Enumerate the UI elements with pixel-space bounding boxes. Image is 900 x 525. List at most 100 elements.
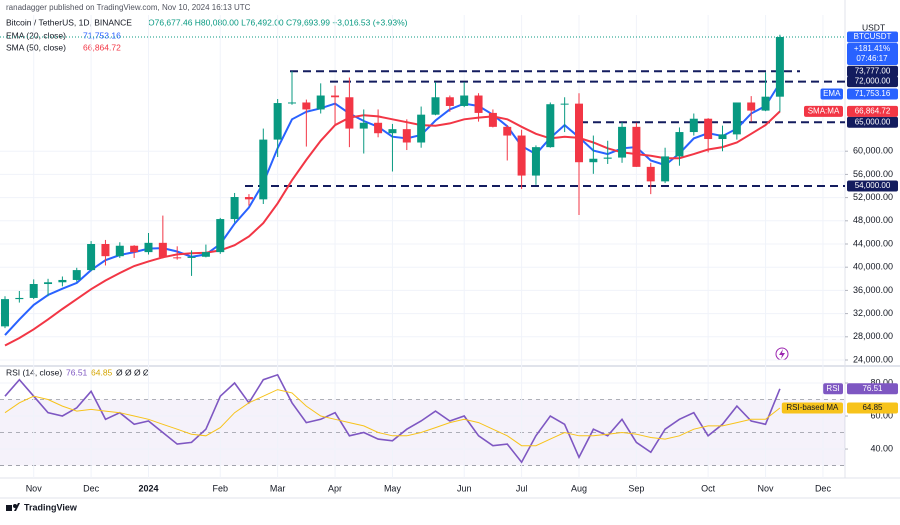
logo-part bbox=[6, 505, 12, 511]
candle-body bbox=[417, 114, 426, 143]
candle-body bbox=[316, 95, 325, 110]
y-tick-label: 28,000.00 bbox=[853, 331, 893, 341]
level-label-box bbox=[847, 180, 898, 192]
x-tick-label: Sep bbox=[628, 483, 644, 493]
candle-body bbox=[402, 129, 411, 143]
last-price-info-box bbox=[847, 42, 898, 65]
candle-body bbox=[158, 242, 167, 258]
candle-body bbox=[230, 197, 239, 220]
candle-body bbox=[704, 118, 713, 140]
candle-body bbox=[488, 112, 497, 127]
candle-body bbox=[603, 157, 612, 159]
rsi-value: 64.85 bbox=[862, 403, 883, 412]
candle-body bbox=[675, 132, 684, 157]
candle-body bbox=[531, 147, 540, 176]
level-label: 54,000.00 bbox=[855, 181, 891, 190]
last-price-change: +181.41% bbox=[854, 44, 890, 53]
indicator-value-box bbox=[847, 88, 898, 100]
candle-body bbox=[273, 103, 282, 140]
rsi-ma-legend-value: 64.85 bbox=[91, 367, 113, 377]
published: ranadagger published on TradingView.com,… bbox=[6, 3, 251, 12]
candle-body bbox=[632, 126, 641, 167]
level-label-box bbox=[847, 76, 898, 88]
candle-body bbox=[388, 129, 397, 134]
rsi-badge-box bbox=[781, 402, 843, 414]
indicator-badge-box bbox=[804, 105, 843, 117]
x-tick-label: Jul bbox=[516, 483, 528, 493]
rsi-value-box bbox=[847, 383, 898, 395]
candle-body bbox=[144, 242, 153, 253]
candle-body bbox=[359, 122, 368, 129]
candle-body bbox=[661, 156, 670, 182]
candle-body bbox=[331, 95, 340, 98]
rsi-line bbox=[4, 373, 781, 464]
candle-body bbox=[1, 299, 9, 327]
symbol: Bitcoin / TetherUS, 1D, BINANCE bbox=[6, 17, 132, 27]
rsi-legend-value: 76.51 bbox=[66, 367, 88, 377]
logo-part bbox=[14, 503, 20, 511]
indicator-badge: SMA:MA bbox=[808, 106, 840, 115]
candle-body bbox=[44, 282, 53, 285]
indicator-value: 71,753.16 bbox=[855, 89, 891, 98]
level-label: 73,777.00 bbox=[855, 66, 891, 75]
x-tick-label: Aug bbox=[571, 483, 587, 493]
candle-body bbox=[29, 284, 38, 298]
candle-body bbox=[503, 126, 512, 136]
y-tick-label: 36,000.00 bbox=[853, 285, 893, 295]
candle-body bbox=[589, 158, 598, 163]
last-price-countdown: 07:46:17 bbox=[856, 54, 888, 63]
rsi-value-box bbox=[847, 402, 898, 414]
x-tick-label: Nov bbox=[26, 483, 43, 493]
y-tick-label: 44,000.00 bbox=[853, 238, 893, 248]
x-tick-label: Nov bbox=[758, 483, 775, 493]
candle-body bbox=[374, 122, 383, 134]
candle-body bbox=[58, 279, 67, 283]
x-tick-label: Feb bbox=[212, 483, 228, 493]
x-tick-label: Apr bbox=[328, 483, 342, 493]
rsi-badge: RSI bbox=[826, 384, 839, 393]
rsi-line bbox=[4, 389, 781, 447]
ema-legend-value: 71,753.16 bbox=[83, 30, 121, 40]
y-tick-label: 52,000.00 bbox=[853, 192, 893, 202]
candle-body bbox=[575, 103, 583, 163]
x-tick-label: Oct bbox=[701, 483, 716, 493]
candle-body bbox=[718, 134, 727, 140]
alert-bolt bbox=[779, 349, 785, 359]
sma-legend: SMA (50, close) bbox=[6, 42, 66, 52]
last-price-name: BTCUSDT bbox=[854, 32, 892, 41]
rsi-badge: RSI-based MA bbox=[786, 403, 839, 412]
level-label-box bbox=[847, 116, 898, 128]
candle-body bbox=[288, 102, 296, 104]
candle-body bbox=[517, 135, 526, 176]
rsi-badge-box bbox=[823, 383, 843, 395]
level-label: 65,000.00 bbox=[855, 117, 891, 126]
candle-body bbox=[689, 118, 698, 133]
candle-body bbox=[775, 36, 784, 97]
rsi-extra: Ø Ø Ø Ø bbox=[116, 367, 150, 377]
candle-body bbox=[474, 95, 483, 113]
ema-legend: EMA (20, close) bbox=[6, 30, 66, 40]
candle-body bbox=[216, 219, 225, 253]
y-tick-label: 60.00 bbox=[870, 410, 893, 420]
candle-body bbox=[130, 245, 139, 253]
y-tick-label: 80.00 bbox=[870, 377, 893, 387]
y-tick-label: 24,000.00 bbox=[853, 354, 893, 364]
candle-body bbox=[747, 102, 756, 111]
candle-body bbox=[732, 102, 741, 135]
brand: TradingView bbox=[24, 502, 78, 512]
indicator-line bbox=[4, 110, 781, 347]
candle-body bbox=[560, 103, 569, 105]
x-tick-label: May bbox=[384, 483, 402, 493]
candle-body bbox=[187, 256, 196, 258]
candle-body bbox=[445, 97, 454, 106]
candle-body bbox=[345, 97, 354, 129]
candle-body bbox=[72, 270, 81, 280]
x-tick-label: Dec bbox=[815, 483, 832, 493]
last-price-name-box bbox=[847, 31, 898, 43]
x-tick-label: Jun bbox=[457, 483, 472, 493]
candle-body bbox=[646, 166, 655, 182]
candle-body bbox=[101, 244, 110, 257]
rsi-value: 76.51 bbox=[862, 384, 883, 393]
candle-body bbox=[546, 104, 555, 148]
